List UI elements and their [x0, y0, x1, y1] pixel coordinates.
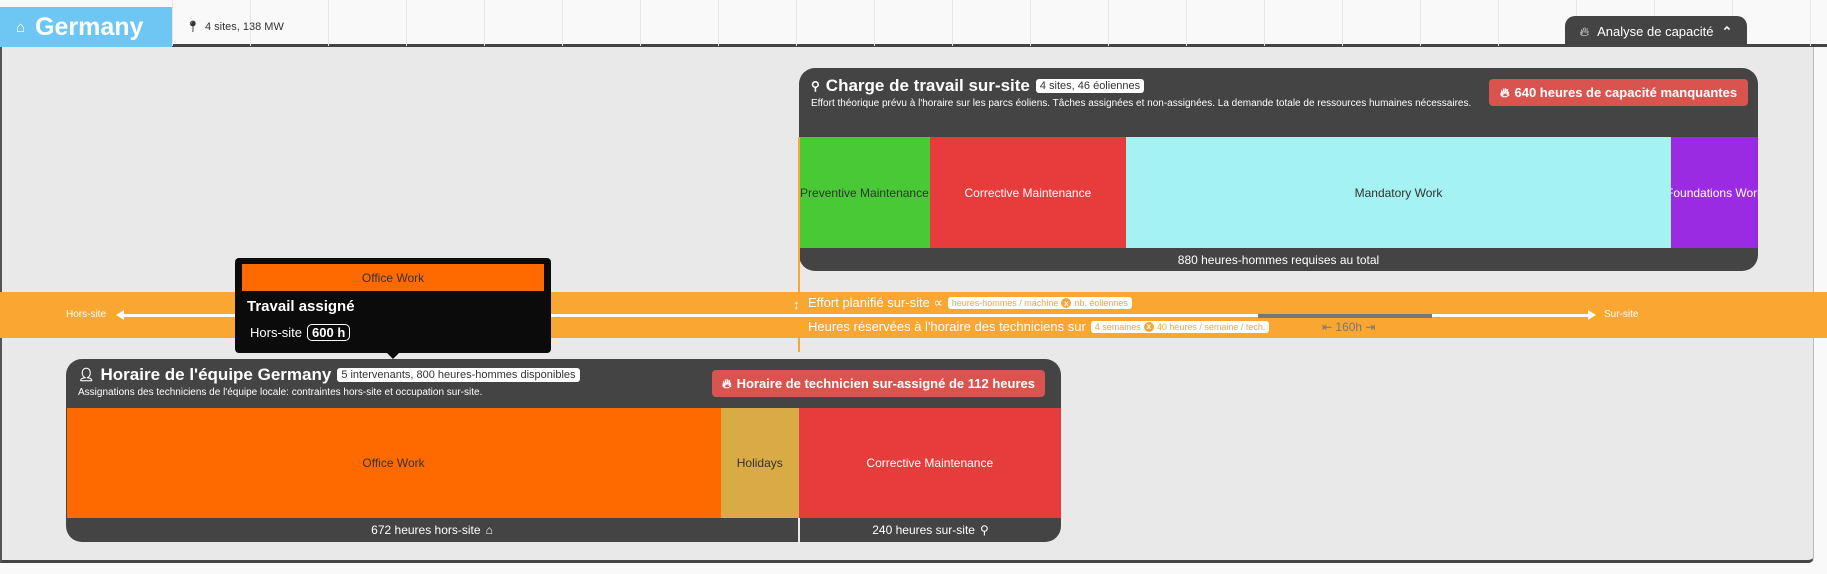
grid-line	[718, 0, 719, 46]
reserved-text: Heures réservées à l'horaire des technic…	[808, 319, 1086, 334]
home-icon: ⌂	[16, 18, 26, 36]
grid-line	[952, 0, 953, 46]
onsite-total-text: 240 heures sur-site	[872, 523, 975, 537]
tooltip-row: Hors-site 600 h	[250, 324, 351, 341]
grid-line	[874, 0, 875, 46]
grid-line	[562, 0, 563, 46]
hours-scale-value: 160h	[1335, 320, 1363, 334]
tooltip-title: Travail assigné	[247, 298, 355, 315]
summary-text: 4 sites, 138 MW	[204, 20, 284, 33]
missing-capacity-text: 640 heures de capacité manquantes	[1514, 85, 1738, 100]
effort-legend: Effort planifié sur-site ∝ heures-hommes…	[808, 295, 1132, 311]
workload-panel: ⚲ Charge de travail sur-site 4 sites, 46…	[799, 68, 1758, 271]
segment-holidays[interactable]: Holidays	[720, 408, 799, 518]
chevron-up-icon: ⌃	[1721, 23, 1733, 39]
grid-line	[640, 0, 641, 46]
map-pin-icon: ⚲	[979, 523, 989, 537]
offsite-total: 672 heures hors-site ⌂	[66, 518, 798, 542]
grid-line	[1810, 0, 1811, 46]
axis-line	[120, 314, 1590, 317]
grid-line	[1342, 0, 1343, 46]
user-icon: 👤︎	[78, 367, 95, 382]
missing-capacity-badge[interactable]: 🔥︎ 640 heures de capacité manquantes	[1489, 79, 1748, 106]
map-pin-icon: 📍︎	[186, 21, 200, 33]
country-title[interactable]: ⌂ Germany	[0, 7, 172, 47]
team-panel: 👤︎ Horaire de l'équipe Germany 5 interve…	[66, 359, 1061, 542]
over-assigned-text: Horaire de technicien sur-assigné de 112…	[736, 376, 1035, 391]
segment-office-work[interactable]: Office Work	[66, 408, 721, 518]
team-title-text: Horaire de l'équipe Germany	[100, 365, 332, 384]
times-icon: x	[1061, 298, 1072, 308]
formula-part: 4 semaines	[1094, 321, 1141, 332]
team-chip: 5 intervenants, 800 heures-hommes dispon…	[337, 368, 580, 382]
tooltip-bar: Office Work	[242, 264, 544, 291]
workload-description: Effort théorique prévu à l'horaire sur l…	[811, 98, 1472, 109]
workload-title-text: Charge de travail sur-site	[825, 76, 1030, 95]
grid-line	[406, 0, 407, 46]
onsite-total: 240 heures sur-site ⚲	[800, 518, 1061, 542]
formula-part: heures-hommes / machine	[951, 298, 1059, 308]
workload-title: ⚲ Charge de travail sur-site 4 sites, 46…	[811, 76, 1145, 96]
effort-formula: heures-hommes / machine x nb. éoliennes	[947, 297, 1132, 309]
reserved-legend: Heures réservées à l'horaire des technic…	[808, 319, 1270, 334]
grid-line	[1108, 0, 1109, 46]
tooltip-arrow	[387, 353, 399, 359]
effort-text: Effort planifié sur-site ∝	[808, 295, 943, 310]
analyse-label: Analyse de capacité	[1597, 24, 1714, 39]
over-assigned-badge[interactable]: 🔥︎ Horaire de technicien sur-assigné de 1…	[712, 370, 1045, 397]
grid-line	[796, 0, 797, 46]
tooltip-row-label: Hors-site	[250, 325, 303, 340]
grid-line	[1264, 0, 1265, 46]
double-arrow-icon: ↕	[793, 297, 800, 312]
arrow-left-icon	[116, 310, 124, 320]
hours-scale-bar	[1258, 314, 1433, 318]
site-summary: 📍︎ 4 sites, 138 MW	[186, 20, 284, 34]
formula-part: nb. éoliennes	[1074, 298, 1128, 308]
grid-line	[1030, 0, 1031, 46]
analyse-capacity-button[interactable]: 🔥︎ Analyse de capacité ⌃	[1565, 16, 1747, 47]
top-bar	[0, 0, 1827, 47]
fire-icon: 🔥︎	[722, 375, 732, 391]
segment-preventive-maintenance[interactable]: Preventive Maintenance	[799, 137, 930, 248]
segment-corrective-maintenance[interactable]: Corrective Maintenance	[929, 137, 1126, 248]
grid-line	[328, 0, 329, 46]
segment-corrective-maintenance[interactable]: Corrective Maintenance	[799, 408, 1061, 518]
home-icon: ⌂	[485, 523, 493, 537]
map-pin-icon: ⚲	[811, 79, 820, 93]
grid-line	[1420, 0, 1421, 46]
workload-chip: 4 sites, 46 éoliennes	[1035, 79, 1145, 93]
grid-line	[250, 0, 251, 46]
hours-scale-label: ⇤ 160h ⇥	[1322, 320, 1376, 334]
workload-total: 880 heures-hommes requises au total	[1177, 252, 1380, 267]
off-site-label: Hors-site	[66, 309, 107, 320]
grid-line	[172, 0, 173, 46]
grid-line	[1498, 0, 1499, 46]
fire-icon: 🔥︎	[1499, 84, 1510, 100]
segment-mandatory-work[interactable]: Mandatory Work	[1126, 137, 1671, 248]
grid-line	[484, 0, 485, 46]
divider	[798, 518, 800, 542]
reserved-formula: 4 semaines x 40 heures / semaine / tech.	[1090, 320, 1270, 333]
country-name: Germany	[35, 12, 144, 41]
segment-foundations-work[interactable]: Foundations Work	[1671, 137, 1758, 248]
times-icon: x	[1143, 321, 1154, 332]
formula-part: 40 heures / semaine / tech.	[1156, 321, 1266, 332]
fire-icon: 🔥︎	[1579, 23, 1590, 39]
on-site-label: Sur-site	[1604, 309, 1639, 320]
tooltip: Office Work Travail assigné Hors-site 60…	[235, 258, 551, 359]
origin-line	[798, 137, 800, 352]
offsite-total-text: 672 heures hors-site	[371, 523, 481, 537]
team-title: 👤︎ Horaire de l'équipe Germany 5 interve…	[78, 365, 580, 385]
grid-line	[1186, 0, 1187, 46]
team-description: Assignations des techniciens de l'équipe…	[78, 387, 483, 398]
arrow-right-icon	[1588, 310, 1596, 320]
tooltip-row-value: 600 h	[307, 324, 351, 341]
